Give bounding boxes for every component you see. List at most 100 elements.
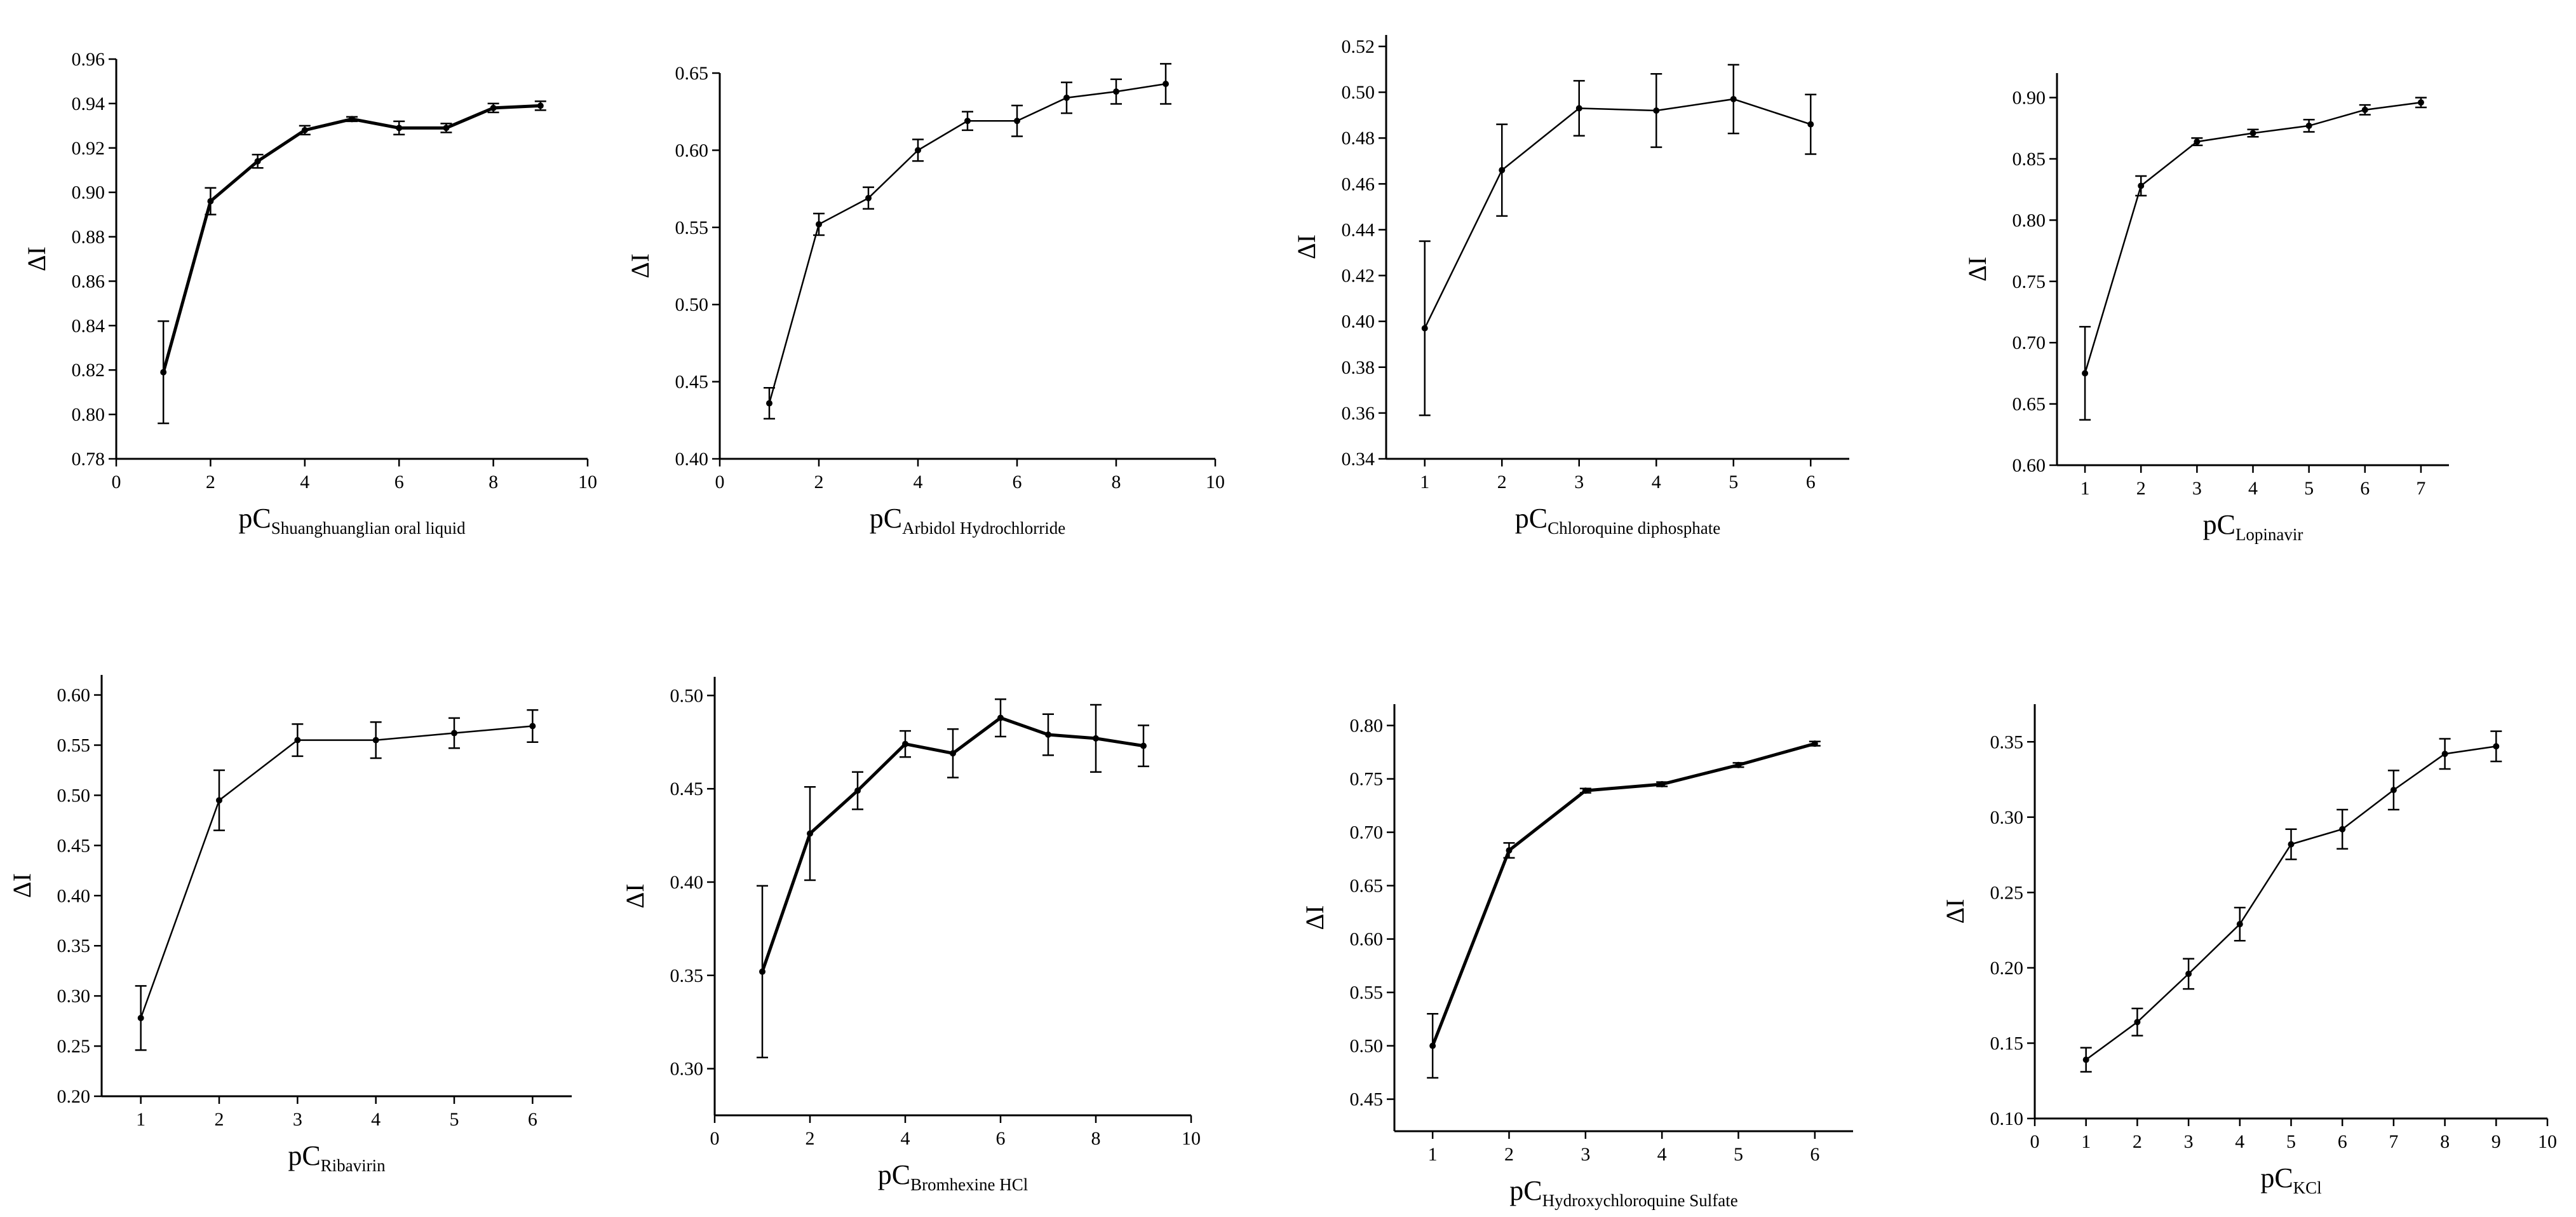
data-point [950, 750, 956, 757]
y-tick-label: 0.48 [1342, 128, 1375, 149]
y-tick-label: 0.60 [57, 685, 91, 706]
x-tick-label: 7 [2416, 478, 2425, 499]
y-tick-label: 0.38 [1342, 357, 1375, 378]
data-point [1421, 325, 1428, 332]
data-point [2305, 122, 2312, 129]
series-line [1424, 98, 1811, 329]
data-point [1063, 94, 1070, 101]
y-tick-label: 0.20 [57, 1086, 91, 1107]
data-point [1113, 88, 1119, 95]
y-tick-label: 0.60 [1350, 929, 1384, 950]
x-axis-label-main: pC [878, 1159, 910, 1190]
x-tick-label: 4 [300, 472, 309, 493]
y-tick-label: 0.42 [1342, 266, 1375, 287]
data-point [807, 830, 813, 837]
x-tick-label: 7 [2389, 1131, 2398, 1152]
y-tick-label: 0.94 [72, 93, 105, 114]
data-point [2339, 826, 2346, 833]
x-tick-label: 10 [2538, 1131, 2557, 1152]
y-tick-label: 0.45 [670, 778, 704, 799]
y-tick-label: 0.36 [1342, 403, 1375, 424]
x-tick-label: 4 [1657, 1144, 1667, 1165]
y-tick-label: 0.50 [670, 685, 704, 706]
x-axis-label: pCBromhexine HCl [878, 1159, 1028, 1194]
y-tick-label: 0.85 [2013, 149, 2046, 170]
data-point [2138, 182, 2145, 189]
data-point [1659, 781, 1666, 787]
x-tick-label: 10 [1182, 1128, 1201, 1149]
data-point [372, 737, 379, 744]
y-tick-label: 0.50 [1350, 1036, 1384, 1057]
y-tick-label: 0.92 [72, 138, 105, 159]
y-axis-label: ΔI [1963, 257, 1992, 282]
data-point [349, 116, 355, 123]
data-point [2249, 130, 2256, 137]
data-point [1014, 118, 1020, 125]
x-axis-label-subscript: Lopinavir [2235, 525, 2303, 544]
data-point [1582, 787, 1589, 794]
data-point [854, 787, 861, 794]
data-point [537, 102, 544, 109]
x-tick-label: 2 [2136, 478, 2146, 499]
x-tick-label: 1 [2081, 1131, 2091, 1152]
x-tick-label: 6 [528, 1109, 537, 1130]
data-point [2185, 970, 2192, 977]
chart-panel-8: 0 1 2 3 4 5 6 7 8 9 10 0.10 0.15 0.20 0.25 0.30 0.35 ΔI pC… [1941, 704, 2557, 1197]
chart-panel-7: 1 2 3 4 5 6 0.45 0.50 0.55 0.60 0.65 0.70 0.75 0.80 ΔI… [1300, 704, 1853, 1210]
x-tick-label: 6 [996, 1128, 1006, 1149]
y-tick-label: 0.25 [57, 1036, 91, 1057]
x-tick-label: 6 [394, 472, 404, 493]
data-point [2236, 921, 2243, 928]
data-point [2417, 99, 2424, 106]
data-point [1140, 742, 1147, 749]
series-line [161, 104, 541, 373]
data-point [490, 104, 497, 111]
chart-panel-4: 1 2 3 4 5 6 7 0.60 0.65 0.70 0.75 0.80 0.85 0.90 ΔI pCL… [1963, 73, 2449, 544]
y-tick-label: 0.75 [2013, 271, 2046, 292]
y-tick-label: 0.44 [1342, 219, 1375, 240]
x-axis-label-main: pC [2203, 509, 2235, 540]
y-tick-label: 0.90 [72, 182, 105, 203]
x-tick-label: 3 [2184, 1131, 2194, 1152]
x-tick-label: 4 [2235, 1131, 2244, 1152]
x-tick-label: 0 [112, 472, 121, 493]
data-point [1045, 731, 1051, 738]
x-tick-label: 2 [1504, 1144, 1514, 1165]
data-point [2082, 1056, 2089, 1063]
x-tick-label: 4 [2248, 478, 2258, 499]
data-point [1735, 761, 1742, 768]
data-point [1653, 107, 1660, 114]
x-axis-label-main: pC [1509, 1175, 1542, 1206]
x-axis-label: pCRibavirin [288, 1140, 386, 1175]
data-point [396, 125, 403, 132]
x-tick-label: 3 [1581, 1144, 1590, 1165]
y-axis-label: ΔI [1941, 899, 1969, 923]
y-tick-label: 0.10 [1990, 1108, 2024, 1129]
x-tick-label: 10 [578, 472, 597, 493]
data-point [301, 126, 308, 133]
y-tick-label: 0.88 [72, 227, 105, 248]
data-point [902, 740, 908, 747]
y-tick-label: 0.35 [57, 935, 91, 956]
data-point [160, 369, 167, 376]
chart-panel-1: 0 2 4 6 8 10 0.78 0.80 0.82 0.84 0.86 0.88 0.90 0.92 0… [22, 49, 597, 538]
data-point [1429, 1042, 1436, 1049]
y-tick-label: 0.45 [57, 835, 91, 856]
y-axis-label: ΔI [621, 883, 649, 908]
x-tick-label: 0 [715, 472, 725, 493]
x-tick-label: 8 [1112, 472, 1121, 493]
x-tick-label: 6 [2360, 478, 2370, 499]
x-tick-label: 10 [1206, 472, 1225, 493]
y-tick-label: 0.40 [1342, 311, 1375, 332]
y-tick-label: 0.55 [57, 735, 91, 756]
x-tick-label: 6 [1810, 1144, 1819, 1165]
series-line [1431, 742, 1816, 1047]
data-point [964, 118, 971, 125]
data-point [2288, 841, 2295, 848]
series-line [140, 725, 533, 1019]
data-point [207, 198, 214, 205]
y-tick-label: 0.45 [675, 372, 709, 393]
data-point [443, 125, 450, 132]
y-axis-label: ΔI [626, 254, 654, 278]
